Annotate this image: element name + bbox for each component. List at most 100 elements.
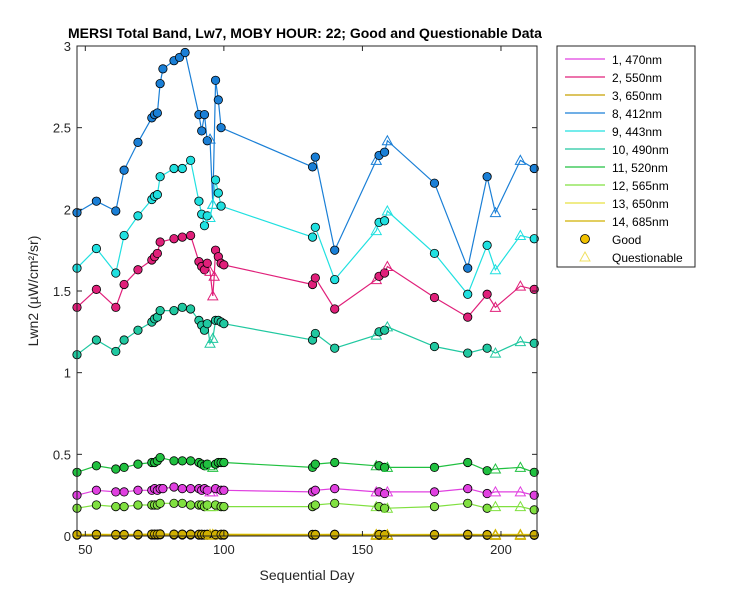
questionable-point-6-28 <box>381 461 394 472</box>
good-point-1-7 <box>152 248 162 259</box>
good-point-0-4 <box>133 485 143 495</box>
good-point-0-11 <box>177 484 187 494</box>
good-point-0-30 <box>463 484 473 494</box>
good-point-3-7 <box>152 108 162 118</box>
good-point-1-32 <box>482 289 492 299</box>
good-point-4-22 <box>310 222 320 232</box>
good-point-7-20 <box>219 501 229 512</box>
chart-title: MERSI Total Band, Lw7, MOBY HOUR: 22; Go… <box>68 25 542 41</box>
x-axis: 50 100 150 200 <box>78 46 512 557</box>
good-point-6-4 <box>133 459 143 469</box>
questionable-point-4-16 <box>204 211 216 222</box>
good-point-6-31 <box>482 466 492 476</box>
questionable-point-1-18 <box>208 270 221 281</box>
good-point-7-33 <box>529 505 539 515</box>
good-point-9-8 <box>155 529 165 539</box>
good-point-1-11 <box>186 230 196 241</box>
good-point-4-3 <box>119 230 129 241</box>
good-point-6-24 <box>330 457 340 468</box>
questionable-point-3-28 <box>381 134 394 146</box>
good-point-4-12 <box>194 196 204 206</box>
good-point-5-34 <box>529 338 539 348</box>
x-axis-label: Sequential Day <box>260 567 355 583</box>
good-point-1-24 <box>310 273 320 283</box>
good-point-1-4 <box>133 265 143 275</box>
x-tick-label-1: 100 <box>213 542 235 557</box>
good-point-0-3 <box>119 487 129 497</box>
legend-label-4: 9, 443nm <box>612 125 662 139</box>
good-point-4-28 <box>429 248 440 259</box>
questionable-point-9-27 <box>381 528 394 540</box>
legend-label-1: 2, 550nm <box>612 71 662 85</box>
good-point-1-10 <box>177 232 187 242</box>
good-point-9-29 <box>463 529 473 540</box>
good-point-9-30 <box>482 530 492 540</box>
good-point-6-29 <box>429 462 440 472</box>
good-point-3-16 <box>202 136 212 146</box>
good-point-3-14 <box>197 126 207 136</box>
questionable-point-5-28 <box>381 320 394 332</box>
good-point-1-31 <box>463 312 473 322</box>
legend-box <box>556 45 696 268</box>
plot-area <box>72 45 539 540</box>
legend-good-label: Good <box>612 233 641 247</box>
good-point-5-29 <box>429 341 440 352</box>
good-point-1-22 <box>219 260 229 270</box>
questionable-point-5-17 <box>206 332 219 343</box>
good-point-4-4 <box>133 211 143 221</box>
legend-label-0: 1, 470nm <box>612 53 662 67</box>
good-point-0-27 <box>379 488 390 499</box>
good-point-7-3 <box>119 501 129 512</box>
good-point-3-4 <box>133 137 143 147</box>
y-tick-label-3: 1.5 <box>53 284 71 299</box>
good-point-7-29 <box>463 498 473 508</box>
questionable-point-1-33 <box>489 301 502 312</box>
good-point-6-10 <box>177 456 187 466</box>
questionable-point-0-33 <box>514 485 527 497</box>
good-point-3-34 <box>529 163 539 174</box>
good-point-7-11 <box>186 500 196 510</box>
good-point-5-11 <box>186 304 196 314</box>
good-point-7-4 <box>133 500 143 510</box>
questionable-point-6-32 <box>489 463 502 474</box>
good-point-4-9 <box>169 163 179 174</box>
good-point-7-9 <box>169 498 179 508</box>
good-point-9-9 <box>169 529 179 539</box>
good-point-4-1 <box>91 243 101 254</box>
good-point-3-29 <box>429 178 440 188</box>
y-tick-label-0: 0 <box>64 529 71 544</box>
good-point-6-3 <box>119 462 129 472</box>
good-point-4-7 <box>152 190 162 200</box>
good-point-1-8 <box>155 237 165 247</box>
legend-label-5: 10, 490nm <box>612 143 669 157</box>
good-point-7-2 <box>111 501 121 512</box>
good-point-0-1 <box>91 485 101 495</box>
x-tick-label-2: 150 <box>352 542 374 557</box>
good-point-0-31 <box>482 488 492 499</box>
good-point-9-1 <box>91 529 101 540</box>
good-point-0-21 <box>219 485 229 495</box>
good-point-3-3 <box>119 165 129 175</box>
good-point-0-29 <box>429 487 440 497</box>
good-point-5-3 <box>119 335 129 345</box>
series-1 <box>72 230 539 322</box>
good-point-3-12 <box>180 47 190 58</box>
good-point-6-34 <box>529 467 539 477</box>
good-point-0-9 <box>158 484 168 494</box>
good-point-5-4 <box>133 325 143 335</box>
good-point-3-23 <box>310 152 320 162</box>
good-point-9-4 <box>133 529 143 540</box>
good-point-4-23 <box>330 274 340 285</box>
good-point-0-12 <box>186 484 196 494</box>
good-point-0-23 <box>310 485 320 495</box>
questionable-point-4-31 <box>489 263 502 275</box>
good-point-3-20 <box>213 95 223 105</box>
series-6 <box>72 452 539 477</box>
questionable-point-9-31 <box>489 528 502 540</box>
good-point-4-18 <box>210 175 221 185</box>
legend-label-2: 3, 650nm <box>612 89 662 103</box>
questionable-point-4-27 <box>381 204 394 216</box>
legend-questionable-marker <box>579 250 591 262</box>
y-axis: 0 0.5 1 1.5 2 2.5 3 <box>53 39 537 544</box>
